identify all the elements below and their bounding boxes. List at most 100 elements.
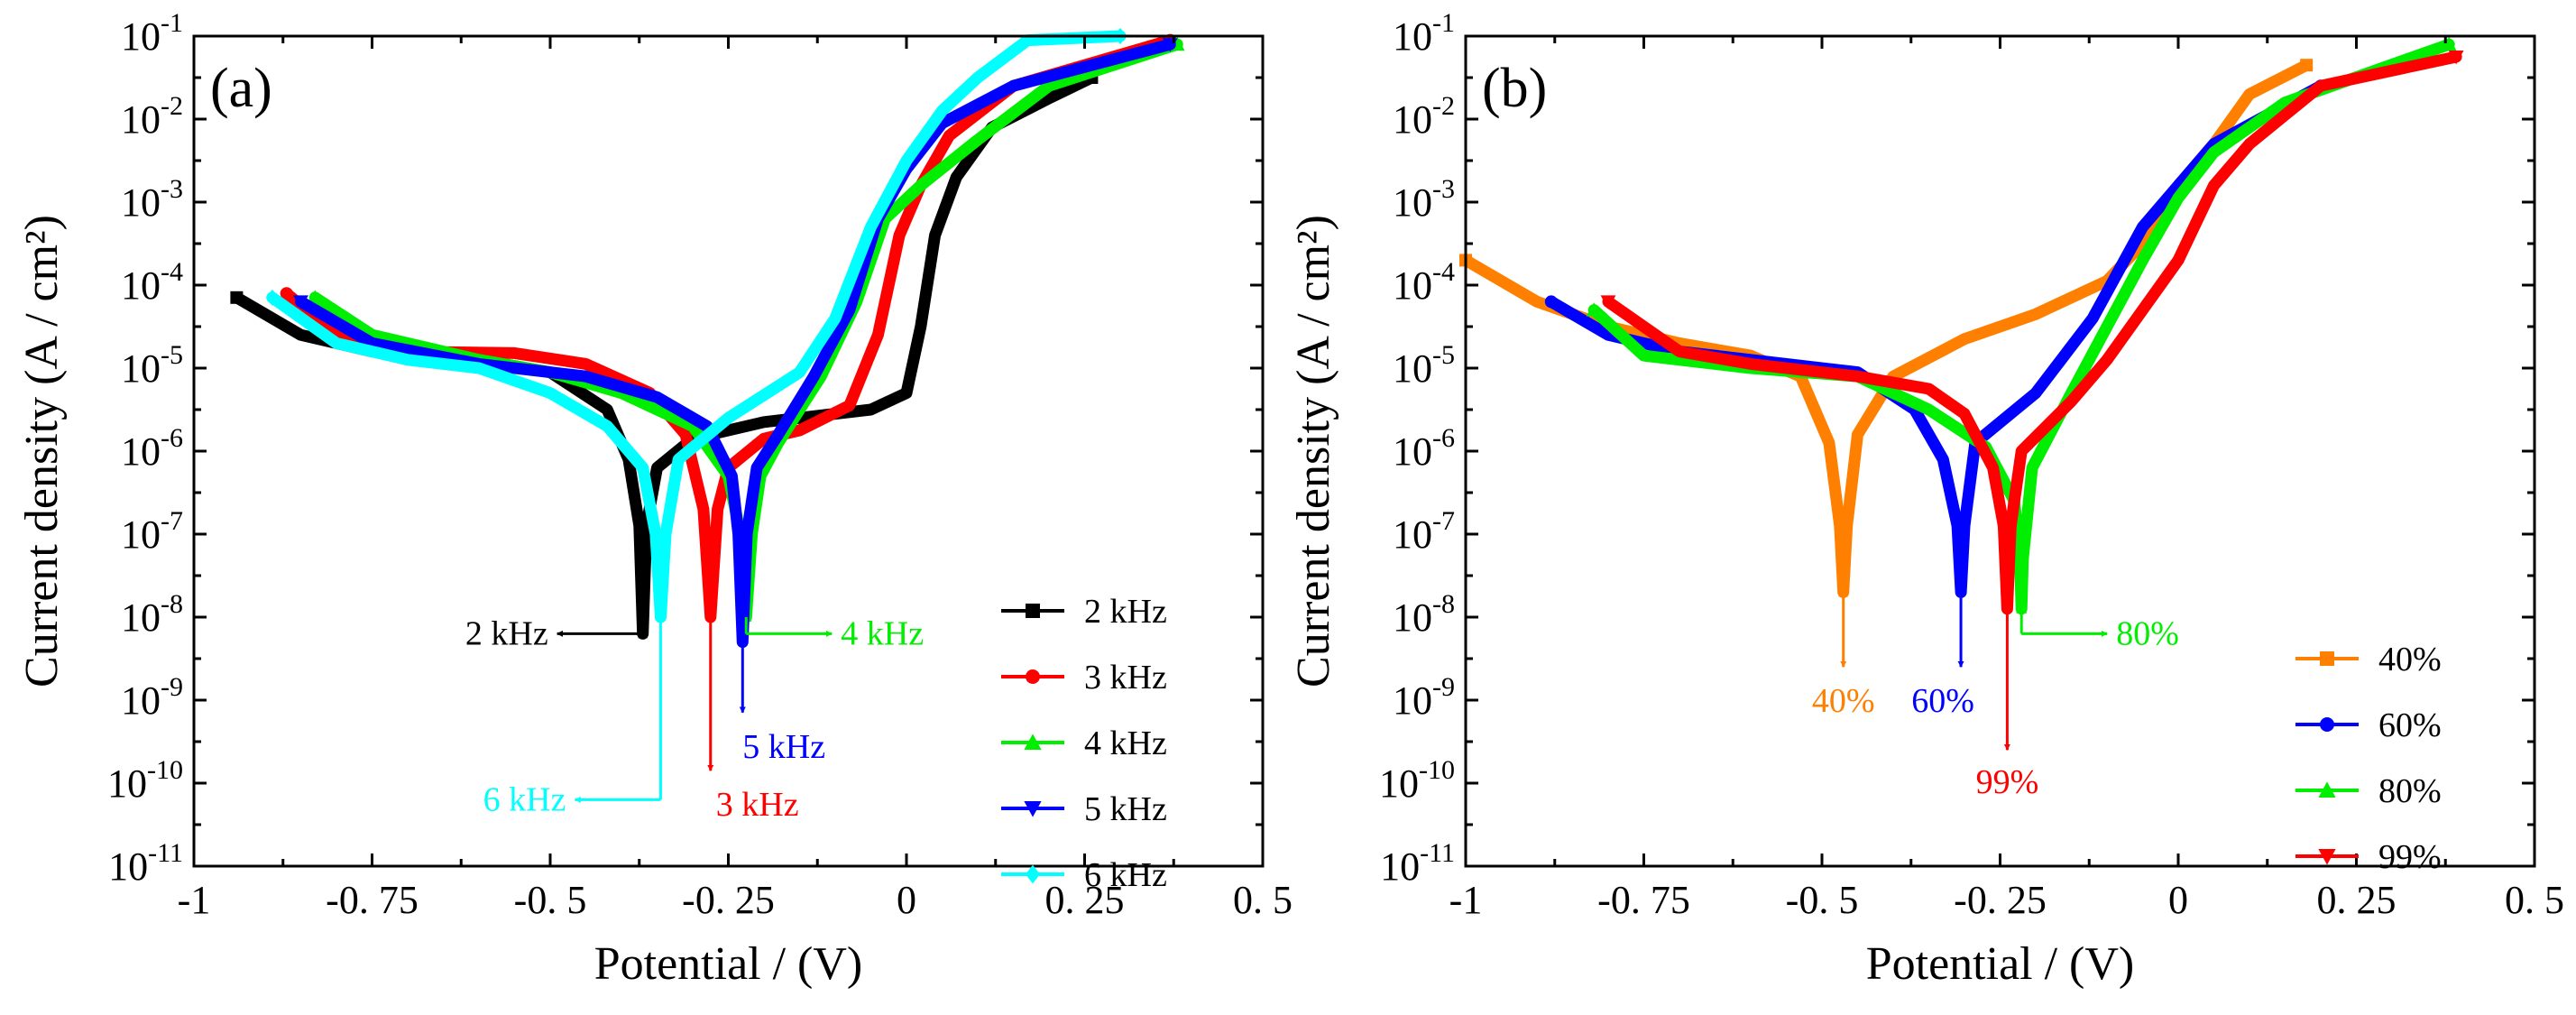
data-point (1952, 518, 1962, 528)
data-point (710, 548, 720, 558)
legend: 40% 60% 80% 99% (2295, 641, 2442, 876)
y-tick-label: 10-9 (121, 672, 183, 723)
x-tick-label: -0. 75 (1597, 878, 1690, 922)
series-99- (1600, 51, 2464, 615)
data-point (647, 510, 657, 522)
data-point (664, 507, 674, 520)
data-point (2006, 516, 2018, 527)
data-point (745, 501, 757, 512)
legend-label: 60% (2378, 706, 2442, 744)
ecorr-annotation: 5 kHz (739, 641, 825, 766)
y-tick-label: 10-5 (1393, 340, 1455, 391)
data-point (697, 498, 707, 508)
legend-item: 40% (2295, 641, 2442, 678)
y-tick-label: 10-1 (1393, 8, 1455, 59)
ecorr-annotation: 40% (1812, 592, 1875, 720)
y-tick-label: 10-5 (121, 340, 183, 391)
y-tick-label: 10-8 (121, 589, 183, 640)
legend-label: 80% (2378, 772, 2442, 810)
series-3-khz (280, 33, 1177, 623)
legend-item: 60% (2295, 706, 2442, 744)
x-tick-label: -0. 5 (514, 878, 587, 922)
y-tick-label: 10-10 (107, 755, 183, 806)
legend-item: 99% (2295, 838, 2442, 876)
annotation-label: 99% (1976, 763, 2039, 801)
x-tick-label: 0. 5 (1233, 878, 1293, 922)
x-tick-label: -0. 75 (326, 878, 419, 922)
annotation-label: 4 kHz (841, 614, 924, 652)
x-tick-label: 0. 25 (1045, 878, 1125, 922)
data-point (714, 499, 724, 509)
chart-panel-a: 2 kHz 3 kHz 4 kHz 5 kHz 6 kHz -1 -0. 75 -0. 5 -0… (16, 8, 1293, 990)
annotation-label: 5 kHz (742, 728, 825, 766)
data-point (1600, 295, 1616, 309)
legend-marker (1026, 604, 1040, 618)
data-point (1830, 482, 1840, 492)
legend-item: 4 kHz (1001, 724, 1167, 762)
data-point (728, 491, 740, 502)
ecorr-annotation: 4 kHz (744, 614, 924, 652)
annotation-label: 6 kHz (483, 780, 566, 818)
y-tick-label: 10-11 (1380, 838, 1455, 889)
ecorr-annotation: 99% (1976, 608, 2039, 801)
data-point (1964, 482, 1974, 492)
legend-label: 4 kHz (1084, 724, 1167, 762)
legend-label: 3 kHz (1084, 659, 1167, 697)
data-point (660, 540, 670, 552)
data-point (1544, 295, 1558, 309)
x-axis-title: Potential / (V) (1866, 938, 2135, 990)
x-tick-label: -1 (1449, 878, 1483, 922)
data-point (651, 540, 661, 552)
data-point (293, 295, 308, 309)
data-point (732, 530, 744, 540)
legend-marker (1024, 801, 1042, 817)
x-tick-label: 0 (897, 878, 916, 922)
legend-marker (2320, 651, 2334, 666)
data-point (2010, 486, 2021, 497)
data-point (1997, 517, 2009, 528)
y-tick-label: 10-9 (1393, 672, 1455, 723)
legend: 2 kHz 3 kHz 4 kHz 5 kHz 6 kHz (1001, 593, 1167, 894)
legend-marker (2318, 781, 2336, 798)
ecorr-annotation: 3 kHz (707, 617, 799, 824)
ecorr-annotation: 60% (1911, 592, 1974, 720)
series-6-khz (265, 27, 1127, 623)
annotation-label: 60% (1911, 682, 1974, 720)
data-point (2448, 51, 2464, 65)
data-point (280, 287, 293, 300)
x-tick-label: 0. 5 (2505, 878, 2564, 922)
y-tick-label: 10-1 (121, 8, 183, 59)
series-line (281, 34, 1176, 623)
data-point (1847, 478, 1857, 488)
data-point (1960, 515, 1970, 525)
legend-label: 99% (2378, 838, 2442, 876)
data-point (2016, 603, 2028, 614)
data-point (2019, 525, 2031, 536)
legend-item: 3 kHz (1001, 659, 1167, 697)
legend-label: 5 kHz (1084, 790, 1167, 828)
data-point (1947, 498, 1957, 508)
annotation-label: 2 kHz (465, 614, 548, 652)
ecorr-annotation: 2 kHz (465, 614, 643, 652)
data-point (702, 548, 712, 558)
legend-marker (1026, 669, 1040, 684)
x-tick-label: 0 (2168, 878, 2188, 922)
data-point (741, 530, 753, 540)
x-tick-label: -0. 25 (682, 878, 775, 922)
chart-panel-b: 40% 60% 80% 99% -1 -0. 75 -0. 5 -0. 25 0 0. 25 0. … (1288, 8, 2564, 990)
data-point (2441, 36, 2457, 51)
legend-marker (2318, 849, 2336, 865)
legend-marker (2320, 717, 2334, 732)
data-point (633, 516, 643, 526)
legend-item: 80% (2295, 772, 2442, 810)
data-point (265, 289, 279, 306)
plot-frame (1464, 34, 2536, 868)
annotation-label: 40% (1812, 682, 1875, 720)
y-axis-title: Current density (A / cm²) (1288, 215, 1339, 687)
annotation-label: 3 kHz (716, 786, 799, 824)
y-tick-label: 10-11 (108, 838, 183, 889)
data-point (1586, 302, 1602, 317)
y-tick-label: 10-7 (1393, 506, 1455, 557)
data-point (230, 291, 244, 304)
